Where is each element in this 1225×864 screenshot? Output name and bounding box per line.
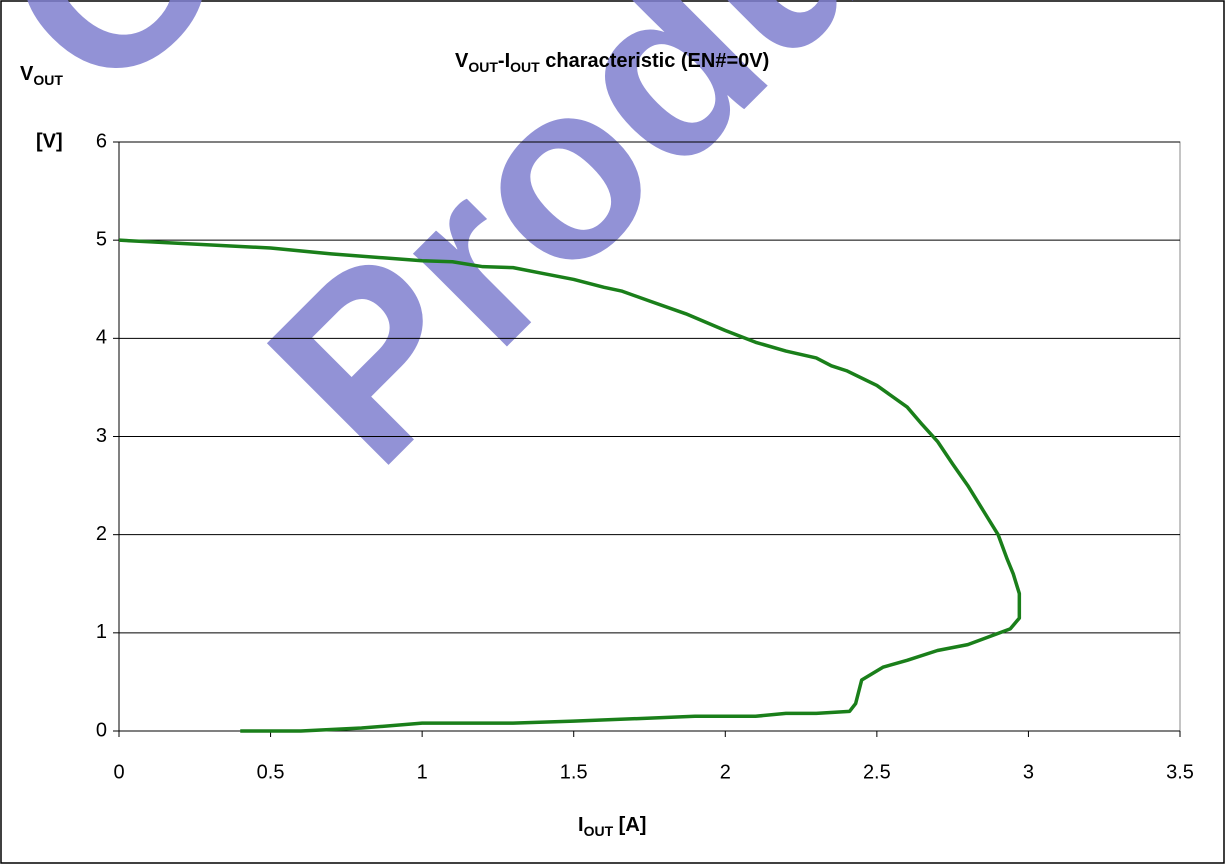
y-axis-label: VOUT (20, 63, 63, 87)
x-tick-label: 3.5 (1166, 761, 1194, 783)
x-axis-label-part: OUT (584, 823, 614, 839)
chart-title-part: OUT (468, 59, 498, 75)
chart-title-part: -I (498, 50, 510, 72)
chart-title-part: OUT (510, 59, 540, 75)
chart-title-part: V (455, 50, 469, 72)
y-tick-label: 0 (96, 719, 107, 741)
x-tick-label: 2.5 (863, 761, 891, 783)
y-tick-label: 3 (96, 425, 107, 447)
x-tick-label: 1.5 (560, 761, 588, 783)
y-tick-label: 5 (96, 228, 107, 250)
y-tick-label: 1 (96, 621, 107, 643)
x-tick-label: 0.5 (257, 761, 285, 783)
chart-title-part: characteristic (EN#=0V) (540, 50, 770, 72)
x-axis-label-part: [A] (613, 814, 646, 836)
x-tick-label: 3 (1023, 761, 1034, 783)
chart-title: VOUT-IOUT characteristic (EN#=0V) (455, 50, 769, 74)
y-axis-label-part: OUT (33, 72, 63, 88)
y-axis-label-part: V (20, 63, 34, 85)
y-tick-label: 2 (96, 523, 107, 545)
x-tick-label: 1 (417, 761, 428, 783)
series-line (118, 238, 1022, 733)
x-tick-label: 2 (720, 761, 731, 783)
y-axis-unit: [V] (36, 130, 63, 152)
y-tick-label: 4 (96, 327, 107, 349)
x-axis-label: IOUT [A] (578, 814, 646, 838)
x-axis-label-part: I (578, 814, 584, 836)
x-tick-label: 0 (113, 761, 124, 783)
y-tick-label: 6 (96, 130, 107, 152)
